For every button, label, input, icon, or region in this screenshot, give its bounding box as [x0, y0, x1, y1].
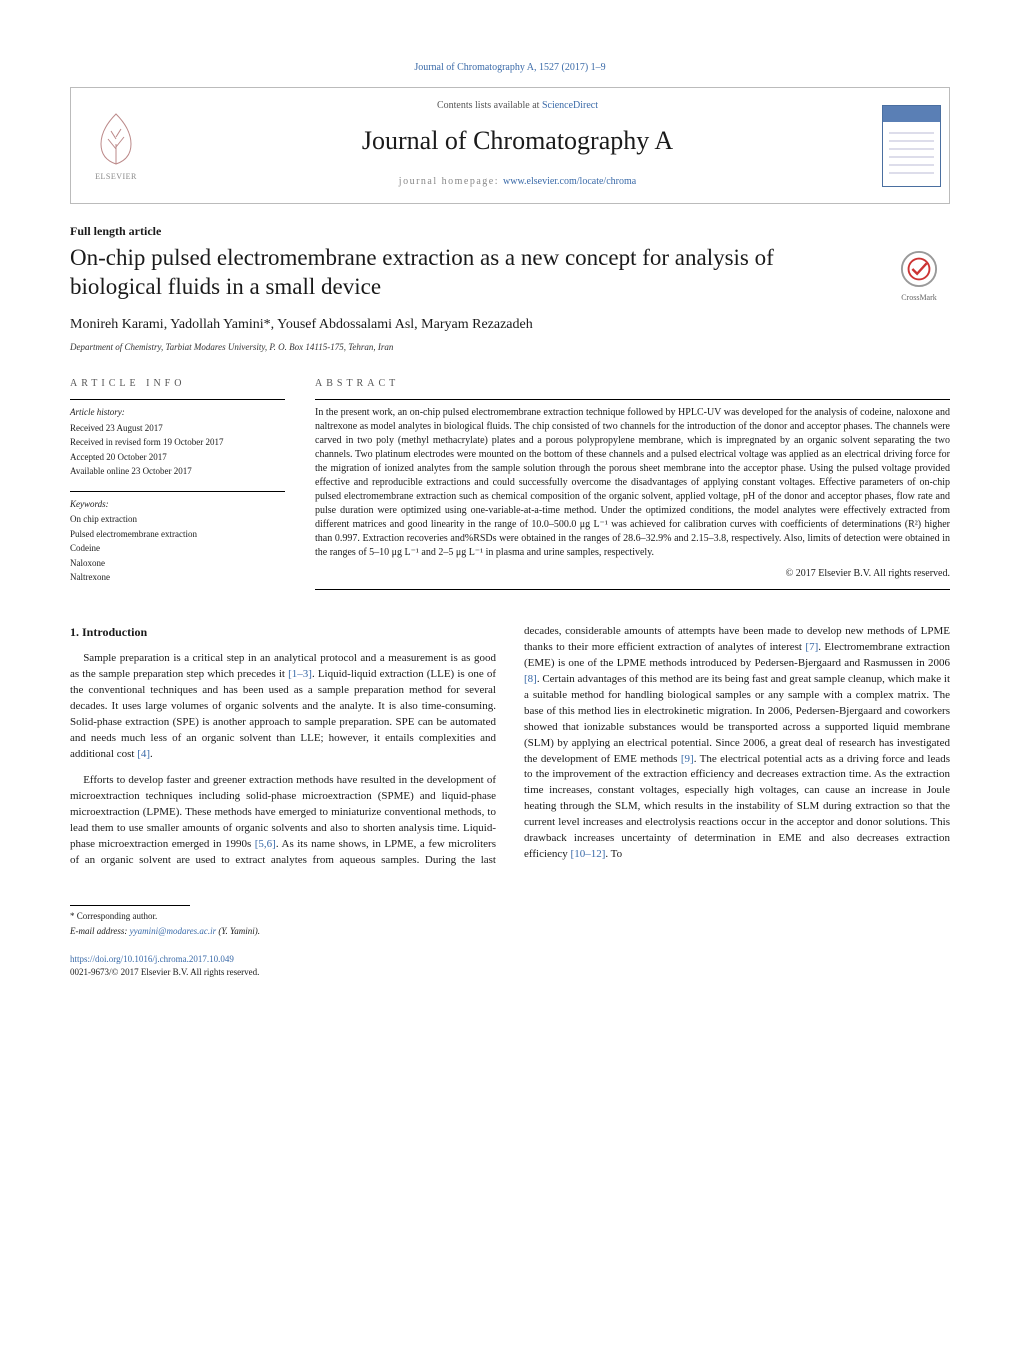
elsevier-tree-icon [86, 109, 146, 169]
abstract-head: ABSTRACT [315, 376, 950, 391]
history-label: Article history: [70, 406, 285, 420]
journal-homepage: journal homepage: www.elsevier.com/locat… [161, 174, 874, 189]
citation-link[interactable]: [8] [524, 673, 537, 685]
journal-cover-thumb [882, 105, 941, 187]
citation-link[interactable]: [5,6] [255, 838, 276, 850]
citation-link[interactable]: [10–12] [571, 848, 606, 860]
doi-link[interactable]: https://doi.org/10.1016/j.chroma.2017.10… [70, 954, 234, 964]
corresponding-author: * Corresponding author. [70, 910, 950, 924]
text: . To [605, 848, 622, 860]
sciencedirect-link[interactable]: ScienceDirect [542, 100, 598, 111]
issn-copyright: 0021-9673/© 2017 Elsevier B.V. All right… [70, 967, 259, 977]
top-citation: Journal of Chromatography A, 1527 (2017)… [70, 60, 950, 75]
title-row: On-chip pulsed electromembrane extractio… [70, 244, 950, 314]
home-prefix: journal homepage: [399, 176, 503, 187]
history-line: Received in revised form 19 October 2017 [70, 436, 285, 450]
email-link[interactable]: yyamini@modares.ac.ir [130, 926, 216, 936]
info-divider [70, 491, 285, 492]
history-line: Received 23 August 2017 [70, 422, 285, 436]
home-link[interactable]: www.elsevier.com/locate/chroma [503, 176, 636, 187]
body-columns: 1. Introduction Sample preparation is a … [70, 624, 950, 871]
email-name: (Y. Yamini). [216, 926, 260, 936]
journal-title: Journal of Chromatography A [161, 121, 874, 160]
abstract-divider-bottom [315, 589, 950, 590]
crossmark-label: CrossMark [888, 292, 950, 304]
text: . Certain advantages of this method are … [524, 673, 950, 765]
keyword: Codeine [70, 542, 285, 556]
crossmark-icon [900, 250, 938, 288]
elsevier-logo: ELSEVIER [81, 106, 151, 186]
email-label: E-mail address: [70, 926, 130, 936]
info-abstract-row: ARTICLE INFO Article history: Received 2… [70, 376, 950, 596]
citation-link[interactable]: [9] [681, 753, 694, 765]
abstract-copyright: © 2017 Elsevier B.V. All rights reserved… [315, 566, 950, 581]
abstract-col: ABSTRACT In the present work, an on-chip… [315, 376, 950, 596]
journal-info-col: Contents lists available at ScienceDirec… [161, 88, 874, 203]
email-line: E-mail address: yyamini@modares.ac.ir (Y… [70, 925, 950, 939]
abstract-text: In the present work, an on-chip pulsed e… [315, 406, 950, 560]
affiliation: Department of Chemistry, Tarbiat Modares… [70, 341, 950, 355]
citation-link[interactable]: [7] [805, 641, 818, 653]
text: . [150, 748, 153, 760]
keyword: Pulsed electromembrane extraction [70, 528, 285, 542]
history-line: Available online 23 October 2017 [70, 465, 285, 479]
keyword: Naltrexone [70, 571, 285, 585]
keyword: On chip extraction [70, 513, 285, 527]
doi-block: https://doi.org/10.1016/j.chroma.2017.10… [70, 953, 950, 980]
keywords-label: Keywords: [70, 498, 285, 512]
crossmark-badge[interactable]: CrossMark [888, 244, 950, 304]
article-info-head: ARTICLE INFO [70, 376, 285, 391]
cover-col [874, 88, 949, 203]
footer: * Corresponding author. E-mail address: … [70, 905, 950, 980]
info-divider [70, 399, 285, 400]
elsevier-name: ELSEVIER [95, 171, 137, 183]
body-paragraph: Sample preparation is a critical step in… [70, 651, 496, 763]
citation-link[interactable]: [1–3] [288, 668, 312, 680]
history-line: Accepted 20 October 2017 [70, 451, 285, 465]
footer-rule [70, 905, 190, 906]
abstract-divider [315, 399, 950, 400]
text: . The electrical potential acts as a dri… [524, 753, 950, 861]
intro-heading: 1. Introduction [70, 624, 496, 641]
authors: Monireh Karami, Yadollah Yamini*, Yousef… [70, 314, 950, 335]
keyword: Naloxone [70, 557, 285, 571]
article-type: Full length article [70, 222, 950, 240]
contents-line: Contents lists available at ScienceDirec… [161, 98, 874, 113]
contents-prefix: Contents lists available at [437, 100, 542, 111]
journal-header: ELSEVIER Contents lists available at Sci… [70, 87, 950, 204]
article-title: On-chip pulsed electromembrane extractio… [70, 244, 868, 302]
citation-link[interactable]: [4] [137, 748, 150, 760]
article-info-col: ARTICLE INFO Article history: Received 2… [70, 376, 285, 596]
text: . Liquid-liquid extraction (LLE) is one … [70, 668, 496, 760]
elsevier-logo-col: ELSEVIER [71, 88, 161, 203]
